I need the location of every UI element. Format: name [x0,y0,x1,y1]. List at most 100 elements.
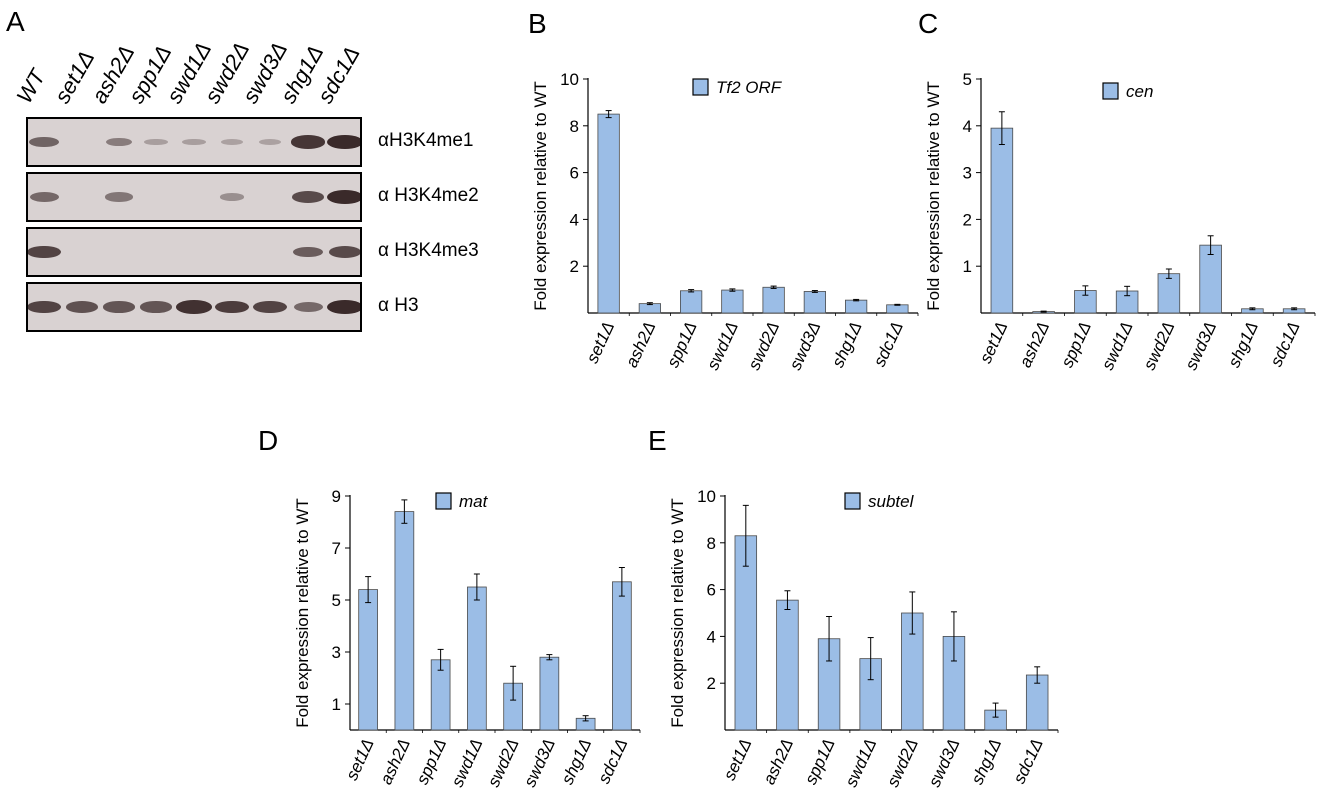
y-axis-label: Fold expression relative to WT [668,498,687,728]
blot-band [140,301,172,313]
bar [1074,290,1097,314]
x-tick-label: spp1Δ [801,736,839,788]
y-tick-label: 3 [963,164,972,183]
y-tick-label: 5 [963,70,972,89]
bar [1157,273,1181,314]
bar [680,290,703,314]
legend-swatch [435,492,452,510]
bar [1241,308,1264,314]
panel-letter: C [918,8,938,39]
x-tick-label: swd1Δ [703,319,742,373]
y-tick-label: 1 [332,695,341,714]
blot-band [291,191,325,203]
bar [612,581,632,731]
x-tick-label: shg1Δ [558,736,596,788]
bar [1115,290,1139,314]
bar [817,638,841,731]
legend-label: mat [459,492,489,511]
bar [467,586,487,731]
blot-band [29,136,59,148]
x-tick-label: sdc1Δ [1267,319,1304,370]
blot-band [103,301,135,313]
y-tick-label: 3 [332,643,341,662]
y-axis-label: Fold expression relative to WT [924,81,943,311]
y-tick-label: 2 [963,210,972,229]
blot-band [28,300,61,314]
blot-strip [26,282,362,332]
x-tick-label: shg1Δ [1224,319,1262,371]
x-tick-label: swd3Δ [1181,319,1220,373]
bar [859,658,882,731]
bar [721,289,744,314]
bar [984,709,1007,731]
blot-band [215,300,249,314]
x-tick-label: ash2Δ [376,736,414,788]
bar [1032,311,1055,314]
bar [1199,244,1222,314]
bar [638,303,662,314]
blot-band [290,135,326,149]
y-tick-label: 8 [570,117,579,136]
blot-band [327,300,360,314]
blot-strip [26,227,362,277]
x-tick-label: swd3Δ [925,736,964,790]
blot-strip [26,117,362,167]
blot-band [258,138,282,146]
x-tick-label: swd2Δ [744,319,783,373]
x-tick-label: swd1Δ [1098,319,1137,373]
blot-label: α H3 [378,295,419,316]
x-tick-label: spp1Δ [413,736,451,788]
blot-band [176,300,212,314]
x-tick-label: swd3Δ [520,736,559,790]
x-tick-label: swd3Δ [786,319,825,373]
y-tick-label: 6 [570,164,579,183]
blot-band [66,301,98,313]
y-tick-label: 5 [332,591,341,610]
bar [942,636,966,731]
x-tick-label: spp1Δ [1057,319,1095,371]
bar [539,656,560,731]
blot-band [220,138,244,146]
blot-band [29,192,59,202]
x-tick-label: ash2Δ [622,319,660,371]
y-tick-label: 2 [707,674,716,693]
y-axis-label: Fold expression relative to WT [531,81,550,311]
y-tick-label: 7 [332,539,341,558]
bar [762,286,785,314]
blot-band [144,138,168,146]
bar [503,682,523,731]
bar [430,659,451,731]
x-tick-label: swd2Δ [1140,319,1179,373]
blot-label: α H3K4me2 [378,185,479,206]
lane-label: WT [11,65,51,108]
x-tick-label: shg1Δ [968,736,1006,788]
legend-label: cen [1126,82,1153,101]
panel-letter: B [528,8,547,39]
bar [358,589,378,731]
x-tick-label: set1Δ [720,736,756,783]
y-tick-label: 10 [560,70,579,89]
y-axis-label: Fold expression relative to WT [293,498,312,728]
y-tick-label: 1 [963,257,972,276]
panel-letter-a: A [6,6,25,37]
blot-band [105,192,133,202]
y-tick-label: 4 [707,627,716,646]
bar [575,717,596,731]
bar [990,127,1014,314]
bar [886,304,909,314]
x-tick-label: ash2Δ [759,736,797,788]
x-tick-label: spp1Δ [663,319,701,371]
bar [845,299,868,314]
y-tick-label: 10 [697,487,716,506]
blot-band [219,193,245,201]
panel-letter: D [258,425,278,456]
x-tick-label: swd1Δ [841,736,880,790]
bar [803,291,827,314]
legend-label: Tf2 ORF [716,78,783,97]
blot-band [327,135,360,149]
legend-swatch [692,78,709,96]
blot-band [105,137,133,147]
blot-band [182,138,206,146]
bar [734,535,758,731]
blot-band [292,246,324,258]
